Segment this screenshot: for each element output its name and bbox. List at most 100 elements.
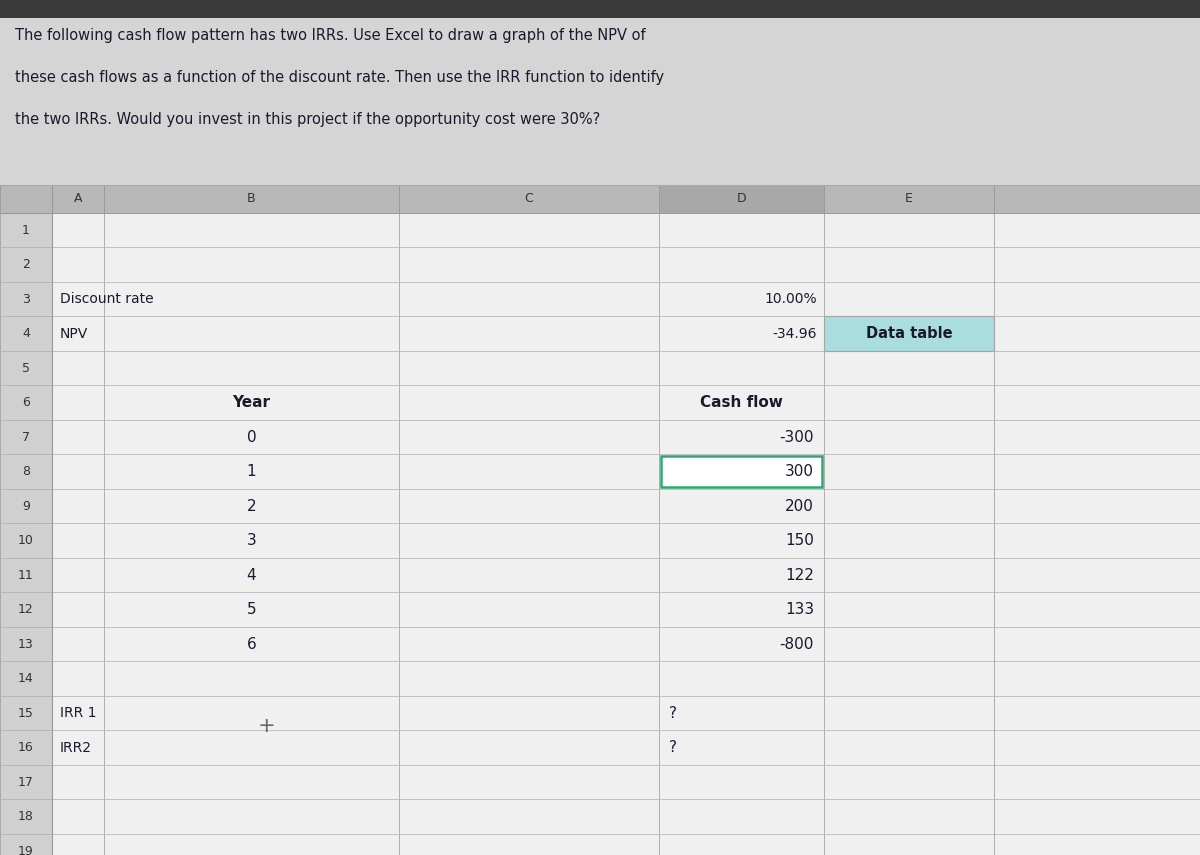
Text: 0: 0 [247,430,257,445]
Bar [0,185,52,213]
Bar [824,316,994,351]
Text: C: C [524,192,533,205]
Text: 19: 19 [18,845,34,855]
Text: B: B [247,192,256,205]
Bar [994,662,1200,696]
Text: 1: 1 [22,224,30,237]
Bar [824,213,994,247]
Bar [0,696,52,730]
Bar [824,730,994,765]
Bar [659,316,824,351]
Text: 133: 133 [785,602,814,617]
Bar [659,213,824,247]
Bar [398,351,659,386]
Bar [104,765,398,799]
Bar [104,213,398,247]
Bar [994,213,1200,247]
Bar [398,834,659,855]
Bar [52,696,104,730]
Bar [52,420,104,455]
Bar [994,523,1200,558]
Bar [398,696,659,730]
Bar [659,282,824,316]
Bar [104,730,398,765]
Bar [52,834,104,855]
Bar [994,420,1200,455]
Bar [52,627,104,662]
Bar [104,420,398,455]
Text: 1: 1 [247,464,257,480]
Bar [104,282,398,316]
Text: 4: 4 [22,327,30,340]
Bar [824,247,994,282]
Bar [824,185,994,213]
Bar [994,455,1200,489]
Bar [0,523,52,558]
Text: 16: 16 [18,741,34,754]
Bar [659,351,824,386]
Text: 4: 4 [247,568,257,583]
Text: 18: 18 [18,811,34,823]
Bar [398,593,659,627]
Text: 9: 9 [22,500,30,513]
Bar [824,662,994,696]
Bar [104,386,398,420]
Text: 11: 11 [18,569,34,581]
Bar [398,455,659,489]
Text: D: D [737,192,746,205]
Text: Year: Year [233,395,270,410]
Bar [0,316,52,351]
Bar [104,834,398,855]
Bar [104,247,398,282]
Bar [0,455,52,489]
Text: 3: 3 [22,292,30,306]
Text: -300: -300 [780,430,814,445]
Text: 10.00%: 10.00% [764,292,817,306]
Text: +: + [258,716,275,735]
Text: 17: 17 [18,775,34,789]
Bar [0,765,52,799]
Bar [994,730,1200,765]
Bar [994,593,1200,627]
Bar [398,213,659,247]
Text: 5: 5 [247,602,257,617]
Bar [0,489,52,523]
Bar [52,247,104,282]
Bar [994,282,1200,316]
Text: 15: 15 [18,707,34,720]
Bar [659,386,824,420]
Text: these cash flows as a function of the discount rate. Then use the IRR function t: these cash flows as a function of the di… [14,70,664,85]
Bar [659,455,824,489]
Bar [52,799,104,834]
Bar [824,316,994,351]
Bar [659,247,824,282]
Bar [824,696,994,730]
Text: 122: 122 [785,568,814,583]
Bar [398,558,659,593]
Bar [994,386,1200,420]
Bar [0,558,52,593]
Bar [0,420,52,455]
Bar [398,386,659,420]
Bar [659,489,824,523]
Bar [0,799,52,834]
Text: Cash flow: Cash flow [700,395,782,410]
Bar [659,834,824,855]
Text: -34.96: -34.96 [773,327,817,341]
Bar [659,558,824,593]
Bar [52,213,104,247]
Bar [0,730,52,765]
Bar [398,316,659,351]
Text: 13: 13 [18,638,34,651]
Text: the two IRRs. Would you invest in this project if the opportunity cost were 30%?: the two IRRs. Would you invest in this p… [14,112,600,127]
Bar [52,386,104,420]
Bar [104,558,398,593]
Bar [104,316,398,351]
Bar [659,420,824,455]
Bar [104,662,398,696]
Bar [52,662,104,696]
Text: ?: ? [670,740,677,755]
Bar [659,799,824,834]
Bar [0,0,1200,18]
Text: 8: 8 [22,465,30,478]
